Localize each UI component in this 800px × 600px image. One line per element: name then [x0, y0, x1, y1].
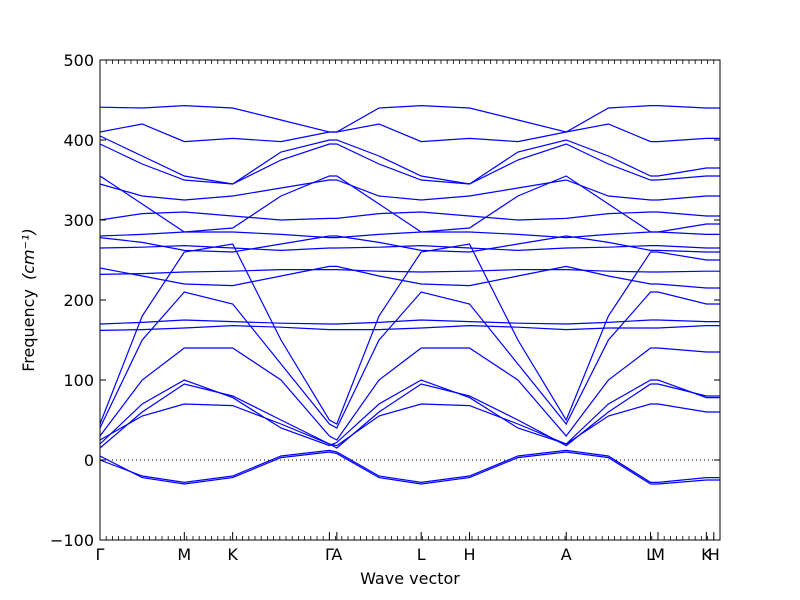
- x-tick-label: H: [708, 545, 720, 564]
- band-line-17: [99, 179, 720, 201]
- band-line-20: [99, 135, 720, 185]
- band-line-22: [99, 104, 720, 133]
- band-line-10: [99, 319, 720, 325]
- band-line-4: [99, 379, 720, 447]
- y-tick-label: 500: [63, 51, 94, 70]
- x-axis-label: Wave vector: [360, 569, 460, 588]
- band-line-12: [99, 265, 720, 289]
- y-axis-label: Frequency (cm⁻¹): [19, 228, 38, 371]
- band-line-15: [99, 231, 720, 239]
- band-line-13: [99, 244, 720, 252]
- x-tick-label: K: [701, 545, 712, 564]
- x-tick-label: Γ: [96, 545, 105, 564]
- band-line-3: [99, 383, 720, 449]
- band-line-5: [99, 403, 720, 447]
- y-tick-label: 400: [63, 131, 94, 150]
- band-line-9: [99, 324, 720, 331]
- band-line-2: [99, 451, 720, 485]
- y-axis-label-text: Frequency: [19, 289, 38, 372]
- y-tick-label: 0: [84, 451, 94, 470]
- band-line-18: [99, 175, 720, 233]
- band-line-8: [99, 243, 720, 425]
- y-tick-label: −100: [50, 531, 94, 550]
- y-tick-label: 100: [63, 371, 94, 390]
- y-axis-label-unit: (cm⁻¹): [19, 228, 38, 280]
- x-tick-label: M: [651, 545, 665, 564]
- y-tick-label: 200: [63, 291, 94, 310]
- band-line-21: [99, 123, 720, 143]
- band-line-11: [99, 269, 720, 275]
- x-tick-label: L: [417, 545, 426, 564]
- band-line-1: [99, 449, 720, 484]
- band-line-14: [99, 235, 720, 253]
- plot-area: [99, 104, 720, 485]
- band-line-19: [99, 143, 720, 185]
- x-tick-label: K: [227, 545, 238, 564]
- band-line-16: [99, 211, 720, 221]
- x-tick-label: H: [464, 545, 476, 564]
- y-tick-label: 300: [63, 211, 94, 230]
- x-tick-label: M: [177, 545, 191, 564]
- x-tick-label: Γ: [325, 545, 334, 564]
- x-tick-label: L: [646, 545, 655, 564]
- x-tick-label: A: [561, 545, 572, 564]
- x-tick-label: A: [331, 545, 342, 564]
- band-line-7: [99, 291, 720, 429]
- band-line-6: [99, 347, 720, 441]
